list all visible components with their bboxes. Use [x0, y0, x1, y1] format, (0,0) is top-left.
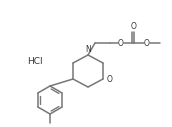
- Text: O: O: [106, 75, 112, 83]
- Text: O: O: [144, 38, 150, 47]
- Text: O: O: [118, 38, 124, 47]
- Text: N: N: [85, 45, 91, 54]
- Text: O: O: [131, 22, 136, 31]
- Text: HCl: HCl: [27, 58, 43, 67]
